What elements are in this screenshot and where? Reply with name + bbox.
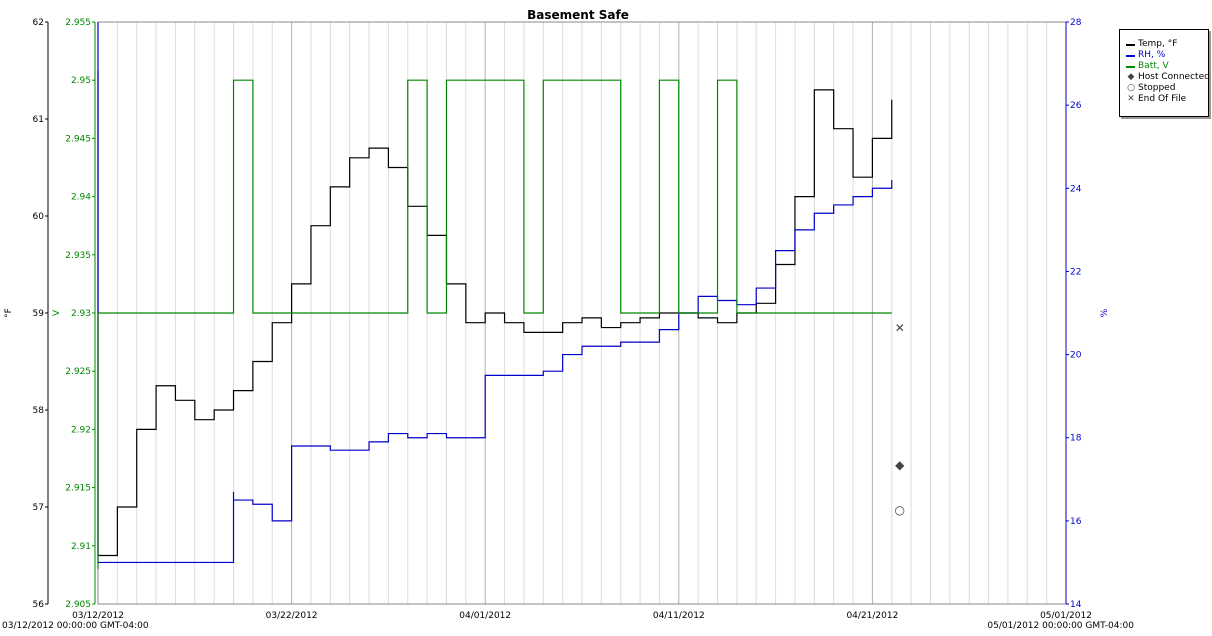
batt-tick-label: 2.935 [65,251,91,261]
legend-symbol: ○ [1127,83,1135,93]
series-line-temp [97,70,893,557]
batt-tick-label: 2.91 [71,542,91,552]
temp-tick-label: 58 [33,406,45,416]
chart-title: Basement Safe [527,8,629,22]
legend-label: RH, % [1138,50,1166,60]
marker-layer: ◆ ○ ✕ [895,321,906,517]
batt-tick-label: 2.95 [71,76,91,86]
legend-swatch [1126,44,1135,46]
batt-tick-label: 2.925 [65,367,91,377]
batt-tick-label: 2.92 [71,425,91,435]
temp-axis-label: °F [4,308,14,318]
batt-tick-label: 2.945 [65,134,91,144]
batt-tick-label: 2.94 [71,193,91,203]
rh-tick-label: 28 [1070,18,1082,28]
marker-stopped: ○ [895,503,905,517]
batt-tick-label: 2.955 [65,18,91,28]
x-tick-label: 04/01/2012 [459,611,511,621]
legend-label: Batt, V [1138,61,1169,71]
chart-axes: 03/12/2012 03/22/2012 04/01/2012 04/11/2012… [4,18,1110,621]
x-tick-label: 04/11/2012 [653,611,705,621]
chart-grid [97,22,1067,604]
rh-tick-label: 24 [1070,184,1082,194]
legend-label: Stopped [1138,83,1176,93]
x-start-label: 03/12/2012 00:00:00 GMT-04:00 [2,621,149,631]
legend-symbol: ✕ [1127,94,1135,104]
temp-tick-label: 59 [33,309,45,319]
batt-tick-label: 2.915 [65,484,91,494]
series-line-batt [97,79,892,570]
legend-label: Host Connected [1138,72,1210,82]
batt-tick-label: 2.905 [65,600,91,610]
rh-tick-label: 22 [1070,267,1081,277]
rh-axis-label: % [1100,308,1110,317]
marker-end-of-file: ✕ [895,321,905,335]
legend-swatch [1126,66,1135,68]
rh-tick-label: 20 [1070,351,1082,361]
x-tick-label: 03/22/2012 [266,611,318,621]
chart-legend: Temp, °F RH, % Batt, V ◆ Host Connected ○ Stop… [1119,29,1210,117]
x-end-label: 05/01/2012 00:00:00 GMT-04:00 [987,621,1134,631]
rh-tick-label: 18 [1070,434,1082,444]
batt-axis-label: V [52,309,62,316]
legend-swatch [1126,55,1135,57]
temp-tick-label: 61 [33,115,44,125]
legend-label: End Of File [1138,94,1187,104]
rh-tick-label: 16 [1070,517,1082,527]
x-tick-label: 05/01/2012 [1040,611,1092,621]
temp-tick-label: 56 [33,600,45,610]
batt-tick-label: 2.93 [71,309,91,319]
x-tick-label: 04/21/2012 [846,611,898,621]
x-tick-label: 03/12/2012 [72,611,124,621]
rh-tick-label: 26 [1070,101,1082,111]
legend-label: Temp, °F [1138,39,1178,49]
temp-tick-label: 60 [33,212,45,222]
series-line-rh [97,22,893,564]
temp-tick-label: 62 [33,18,44,28]
temp-tick-label: 57 [33,503,44,513]
series-layer [97,22,893,570]
marker-host-connected: ◆ [895,458,905,472]
rh-tick-label: 14 [1070,600,1082,610]
legend-symbol: ◆ [1127,72,1135,82]
